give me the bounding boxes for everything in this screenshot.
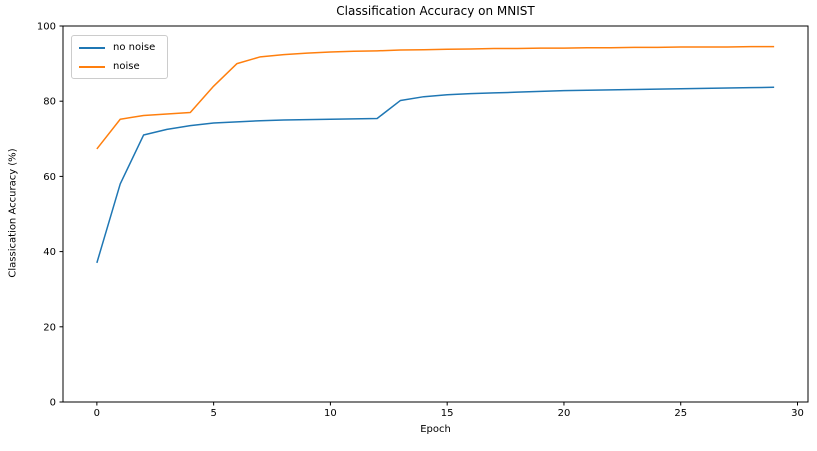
y-axis-label: Classication Accuracy (%) [7, 148, 19, 278]
x-axis-label: Epoch [420, 424, 451, 435]
legend-line-no-noise-icon [79, 46, 105, 49]
series-line-noise [96, 45, 775, 150]
legend-item-noise: noise [79, 57, 155, 76]
chart-title: Classification Accuracy on MNIST [336, 4, 535, 18]
x-tick-label: 20 [558, 408, 571, 419]
legend-label-no-noise: no noise [113, 42, 156, 53]
x-tick-label: 15 [441, 408, 454, 419]
y-tick-label: 40 [43, 247, 56, 258]
legend-label-noise: noise [113, 61, 140, 72]
y-tick-label: 60 [43, 172, 56, 183]
y-tick-label: 20 [43, 322, 56, 333]
axes-frame [62, 25, 809, 403]
legend-item-no-noise: no noise [79, 38, 155, 57]
x-tick-label: 0 [94, 408, 100, 419]
x-tick-label: 30 [791, 408, 804, 419]
y-tick-label: 0 [50, 398, 56, 409]
y-tick-label: 80 [43, 97, 56, 108]
x-tick-label: 25 [674, 408, 687, 419]
y-tick-label: 100 [37, 22, 56, 33]
legend-line-noise-icon [79, 65, 105, 68]
x-tick-label: 5 [210, 408, 216, 419]
x-tick-label: 10 [324, 408, 337, 419]
series-line-no-noise [96, 86, 775, 264]
legend: no noise noise [71, 35, 169, 79]
